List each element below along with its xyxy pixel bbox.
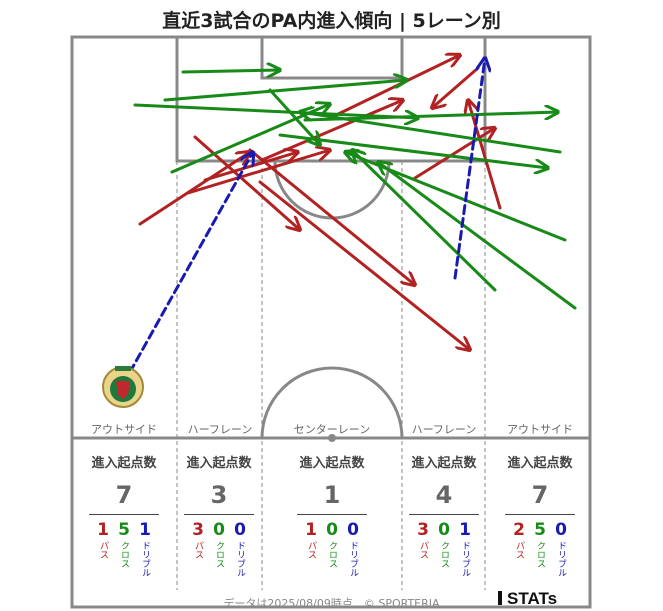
dribble-count: 0	[234, 520, 246, 540]
center-spot	[328, 434, 336, 442]
divider	[89, 514, 159, 515]
dribble-label: ドリブル	[556, 541, 566, 577]
footer-credit: データは2025/08/09時点 © SPORTERIA	[223, 597, 440, 610]
cross-arrow	[352, 150, 497, 292]
cross-count: 5	[534, 520, 546, 540]
cross-label: クロス	[327, 541, 337, 568]
lane-name-left-outside: アウトサイド	[91, 423, 157, 436]
pass-arrow	[260, 100, 403, 162]
pass-arrow	[186, 150, 330, 195]
lane-name-right-half: ハーフレーン	[411, 423, 477, 436]
cross-arrow	[268, 88, 320, 145]
start-count-heading: 進入起点数	[411, 456, 477, 471]
lane-dividers	[176, 161, 486, 590]
cross-arrow	[303, 112, 558, 122]
pass-label: パス	[514, 541, 524, 559]
cross-arrow	[378, 162, 577, 310]
pass-arrow	[413, 128, 495, 180]
lane-stats-center: 進入起点数 1 1 パス 0 クロス 0 ドリブル	[282, 452, 382, 577]
cross-label: クロス	[439, 541, 449, 568]
goal-area	[260, 35, 404, 80]
cross-label: クロス	[535, 541, 545, 568]
lane-stats-right-half: 進入起点数 4 3 パス 0 クロス 1 ドリブル	[394, 452, 494, 577]
divider	[184, 514, 254, 515]
start-count-total: 7	[531, 481, 549, 509]
brand-logo: STATs	[498, 589, 557, 609]
pass-arrow	[138, 152, 250, 226]
start-count-heading: 進入起点数	[186, 456, 252, 471]
dribble-count: 0	[347, 520, 359, 540]
pass-count: 2	[513, 520, 525, 540]
chart-title: 直近3試合のPA内進入傾向 | 5レーン別	[162, 10, 501, 32]
pass-count: 1	[97, 520, 109, 540]
pass-arrow	[328, 55, 460, 120]
dribble-arrow	[453, 58, 485, 280]
cross-count: 0	[438, 520, 450, 540]
dribble-label: ドリブル	[235, 541, 245, 577]
lane-stats-right-outside: 進入起点数 7 2 パス 5 クロス 0 ドリブル	[490, 452, 590, 577]
lane-name-left-half: ハーフレーン	[187, 423, 253, 436]
cross-count: 0	[326, 520, 338, 540]
cross-arrow	[163, 80, 407, 102]
dribble-count: 1	[459, 520, 471, 540]
lane-name-center: センターレーン	[293, 423, 371, 436]
pass-arrow	[193, 135, 300, 230]
cross-label: クロス	[214, 541, 224, 568]
cross-arrow	[181, 70, 280, 72]
pass-count: 3	[417, 520, 429, 540]
lane-stats-left-outside: 進入起点数 7 1 パス 5 クロス 1 ドリブル	[74, 452, 174, 577]
brand-logo-bar-icon	[498, 591, 502, 605]
brand-name: STATs	[507, 589, 558, 608]
pass-label: パス	[193, 541, 203, 559]
center-circle	[260, 366, 404, 439]
cross-count: 0	[213, 520, 225, 540]
start-count-total: 1	[323, 481, 341, 509]
cross-label: クロス	[119, 541, 129, 568]
lane-stats-left-half: 進入起点数 3 3 パス 0 クロス 0 ドリブル	[169, 452, 269, 577]
lane-name-right-outside: アウトサイド	[507, 423, 573, 436]
pass-arrow	[258, 180, 470, 350]
pass-label: パス	[98, 541, 108, 559]
pass-label: パス	[418, 541, 428, 559]
cross-count: 5	[118, 520, 130, 540]
divider	[505, 514, 575, 515]
dribble-arrow	[128, 152, 253, 374]
pass-count: 1	[305, 520, 317, 540]
start-count-total: 7	[115, 481, 133, 509]
divider	[297, 514, 367, 515]
team-crest-icon	[102, 366, 144, 408]
start-count-total: 4	[435, 481, 453, 509]
start-count-heading: 進入起点数	[507, 456, 573, 471]
divider	[409, 514, 479, 515]
pass-label: パス	[306, 541, 316, 559]
dribble-label: ドリブル	[348, 541, 358, 577]
start-count-heading: 進入起点数	[91, 456, 157, 471]
start-count-total: 3	[210, 481, 228, 509]
entry-arrows	[128, 55, 577, 374]
cross-arrow	[133, 103, 418, 118]
dribble-count: 0	[555, 520, 567, 540]
pass-arrow	[468, 100, 502, 210]
start-count-heading: 進入起点数	[299, 456, 365, 471]
cross-arrow	[278, 133, 548, 168]
dribble-count: 1	[139, 520, 151, 540]
dribble-label: ドリブル	[460, 541, 470, 577]
dribble-label: ドリブル	[140, 541, 150, 577]
pass-arrow	[248, 148, 415, 285]
pass-count: 3	[192, 520, 204, 540]
pass-arrow	[432, 66, 480, 108]
